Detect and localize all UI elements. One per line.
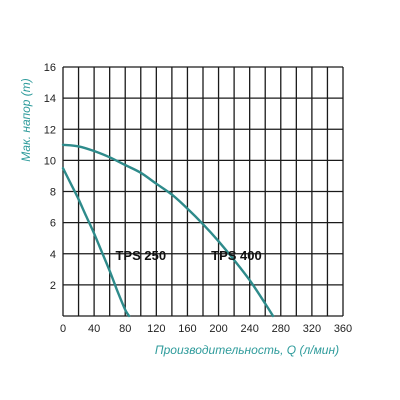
y-tick-label: 14: [44, 93, 56, 105]
series-label-1: TPS 250: [115, 248, 166, 263]
x-tick-label: 240: [240, 323, 258, 335]
x-tick-label: 0: [60, 323, 66, 335]
y-tick-label: 12: [44, 124, 56, 136]
series-line-2: [61, 143, 275, 318]
x-tick-label: 200: [209, 323, 227, 335]
y-tick-labels: 2 4 6 8 10 12 14 16: [44, 62, 56, 292]
y-tick-label: 4: [50, 249, 56, 261]
series-curves: [61, 143, 275, 318]
x-tick-label: 80: [119, 323, 131, 335]
y-tick-label: 10: [44, 155, 56, 167]
x-tick-label: 280: [272, 323, 290, 335]
grid: [62, 66, 344, 317]
y-tick-label: 16: [44, 62, 56, 74]
series-label-2: TPS 400: [211, 248, 262, 263]
y-tick-label: 6: [50, 218, 56, 230]
x-tick-label: 160: [178, 323, 196, 335]
y-axis-title: Мак. напор (m): [19, 78, 33, 162]
series-line-1: [61, 167, 131, 318]
y-tick-label: 8: [50, 187, 56, 199]
x-tick-labels: 0 40 80 120 160 200 240 280 320 360: [60, 323, 352, 335]
x-tick-label: 360: [334, 323, 352, 335]
series-labels: TPS 250 TPS 400: [115, 248, 261, 263]
x-tick-label: 320: [303, 323, 321, 335]
x-tick-label: 40: [88, 323, 100, 335]
x-tick-label: 120: [147, 323, 165, 335]
x-axis-title: Производительность, Q (л/мин): [155, 343, 339, 357]
y-tick-label: 2: [50, 280, 56, 292]
